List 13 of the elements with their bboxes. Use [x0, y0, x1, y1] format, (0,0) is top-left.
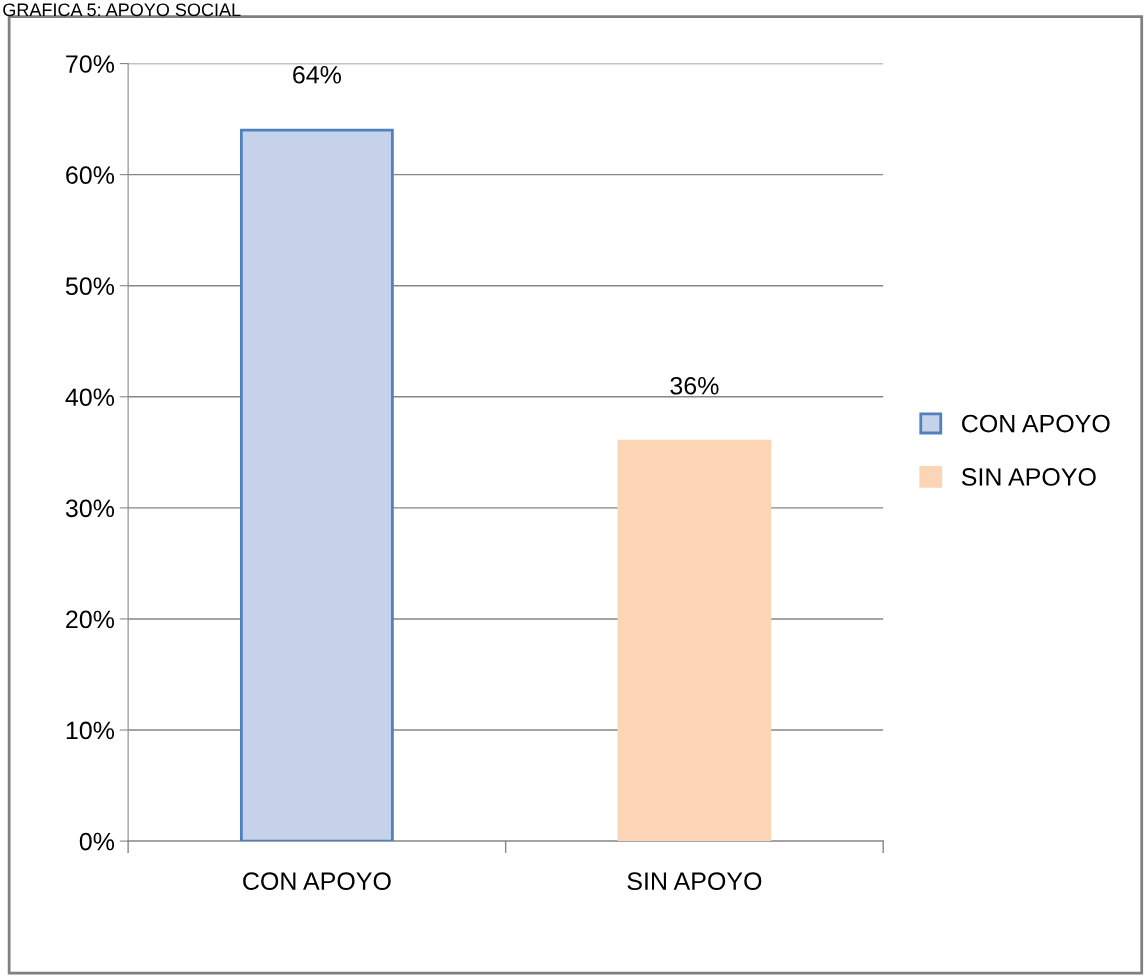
legend-label: CON APOYO — [962, 414, 1110, 433]
chart-title: GRAFICA 5: APOYO SOCIAL — [3, 3, 241, 17]
y-tick-label: 30% — [65, 499, 115, 518]
legend-label: SIN APOYO — [961, 468, 1096, 486]
data-label: 64% — [293, 65, 342, 84]
y-tick-label: 20% — [66, 610, 115, 629]
data-label: 36% — [670, 376, 719, 395]
y-tick-label: 70% — [66, 55, 115, 73]
y-tick-label: 10% — [66, 721, 115, 740]
y-tick-label: 50% — [65, 277, 115, 296]
y-tick-label: 40% — [65, 388, 115, 407]
y-tick-label: 0% — [79, 832, 115, 851]
y-tick-label: 60% — [66, 166, 115, 184]
